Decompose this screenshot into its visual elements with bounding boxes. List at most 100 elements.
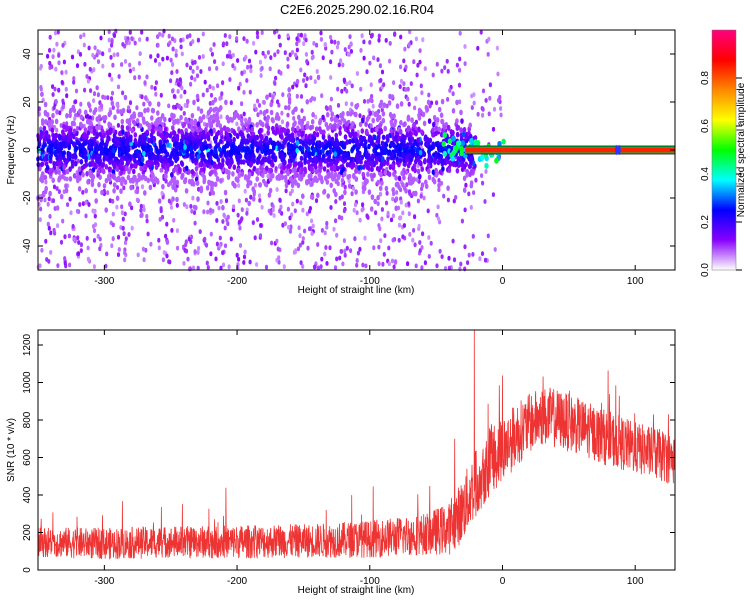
spectrogram-cell xyxy=(487,36,491,42)
spectrogram-cell xyxy=(66,202,70,208)
spectrogram-cell xyxy=(278,197,282,203)
spectrogram-cell xyxy=(193,77,197,82)
spectrogram-cell xyxy=(130,127,135,134)
spectrogram-cell xyxy=(67,233,71,239)
spectrogram-cell xyxy=(370,127,375,134)
spectrogram-cell xyxy=(56,263,60,268)
spectrogram-cell xyxy=(469,205,473,210)
spectrogram-cell xyxy=(426,157,431,164)
spectrogram-cell xyxy=(133,75,137,81)
spectrogram-cell xyxy=(365,213,369,219)
spectrogram-cell xyxy=(473,139,478,146)
spectrogram-cell xyxy=(232,136,236,143)
spectrogram-cell xyxy=(169,205,174,210)
spectrogram-cell xyxy=(271,162,275,168)
spectrogram-cell xyxy=(303,228,307,234)
spectrogram-cell xyxy=(457,82,462,88)
spectrogram-cell xyxy=(115,166,120,172)
spectrogram-cell xyxy=(481,112,485,118)
spectrogram-cell xyxy=(386,137,390,143)
spectrogram-cell xyxy=(225,53,230,59)
spectrogram-cell xyxy=(424,183,429,190)
spectrogram-cell xyxy=(266,173,270,179)
spectrogram-cell xyxy=(326,171,331,178)
spectrogram-cell xyxy=(306,178,311,185)
spectrogram-cell xyxy=(385,160,390,166)
spectrogram-cell xyxy=(432,114,437,121)
spectrogram-cell xyxy=(371,111,375,116)
spectrogram-cell xyxy=(143,190,147,196)
spectrogram-cell xyxy=(113,140,118,146)
spectrogram-cell xyxy=(460,140,466,147)
spectrogram-cell xyxy=(417,112,421,119)
spectrogram-cell xyxy=(413,139,417,146)
spectrogram-cell xyxy=(187,169,191,175)
spectrogram-cell xyxy=(85,236,89,241)
spectrogram-cell xyxy=(436,204,440,210)
spectrogram-cell xyxy=(295,47,299,53)
spectrogram-cell xyxy=(43,174,48,181)
spectrogram-cell xyxy=(204,126,208,133)
spectrogram-cell xyxy=(360,207,364,213)
spectrogram-cell xyxy=(55,41,59,47)
colorbar-tick-label: 0.6 xyxy=(700,119,711,133)
spectrogram-cell xyxy=(462,126,467,133)
spectrogram-cell xyxy=(329,165,334,172)
spectrogram-cell xyxy=(195,65,199,71)
spectrogram-cell xyxy=(105,130,110,136)
spectrogram-cell xyxy=(266,50,270,55)
spectrogram-cell xyxy=(301,130,305,137)
spectrogram-cell xyxy=(296,125,300,131)
spectrogram-cell xyxy=(301,236,305,241)
spectrogram-cell xyxy=(161,32,165,38)
spectrogram-cell xyxy=(299,94,304,99)
spectrogram-cell xyxy=(163,126,168,133)
spectrogram-cell xyxy=(436,152,441,158)
spectrogram-cell xyxy=(286,33,290,38)
spectrogram-cell xyxy=(140,94,144,100)
spectrogram-cell xyxy=(145,36,149,42)
spectrogram-cell xyxy=(341,166,345,173)
spectrogram-cell xyxy=(236,167,241,173)
spectrogram-cell xyxy=(309,75,313,81)
spectrogram-cell xyxy=(255,262,259,267)
spectrogram-cell xyxy=(113,114,117,121)
spectrogram-cell xyxy=(394,175,398,181)
spectrogram-cell xyxy=(431,169,436,175)
spectrogram-cell xyxy=(359,140,364,147)
spectrogram-cell xyxy=(335,141,339,147)
spectrogram-cell xyxy=(305,59,309,64)
spectrogram-cell xyxy=(433,159,437,165)
spectrogram-cell xyxy=(492,106,497,112)
spectrogram-cell xyxy=(128,100,133,106)
spectrogram-cell xyxy=(427,118,432,124)
spectrogram-cell xyxy=(366,160,371,166)
spectrogram-cell xyxy=(51,177,55,184)
spectrogram-cell xyxy=(414,36,418,42)
spectrogram-cell xyxy=(108,122,113,129)
spectrogram-cell xyxy=(455,125,460,131)
spectrogram-cell xyxy=(48,191,52,197)
spectrogram-cell xyxy=(435,100,439,106)
spectrogram-cell xyxy=(371,117,376,124)
spectrogram-cell xyxy=(420,166,425,172)
spectrogram-cell xyxy=(209,149,214,155)
spectrogram-cell xyxy=(120,210,124,216)
spectrogram-cell xyxy=(57,189,62,195)
spectrogram-cell xyxy=(79,34,83,40)
spectrogram-cell xyxy=(219,150,224,157)
spectrogram-cell xyxy=(338,195,342,201)
spectrogram-cell xyxy=(431,72,435,78)
spectrogram-cell xyxy=(286,128,291,134)
spectrogram-cell xyxy=(371,103,375,109)
spectrogram-cell xyxy=(417,159,422,166)
spectrogram-cell xyxy=(431,132,435,138)
spectrogram-cell xyxy=(198,161,203,168)
spectrogram-cell xyxy=(171,46,175,52)
spectrogram-cell xyxy=(259,73,263,78)
spectrogram-cell xyxy=(319,128,323,135)
spectrogram-cell xyxy=(361,136,365,142)
spectrogram-cell xyxy=(273,52,277,58)
spectrogram-cell xyxy=(407,42,411,48)
spectrogram-cell xyxy=(156,101,161,107)
